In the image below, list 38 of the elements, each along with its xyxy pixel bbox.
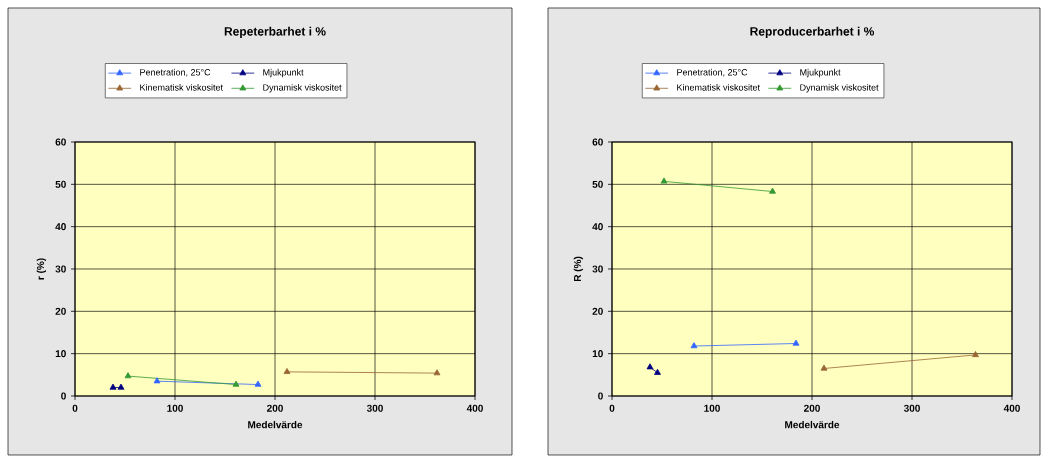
y-tick-label: 50: [592, 180, 603, 188]
legend-label: Mjukpunkt: [800, 68, 841, 78]
x-tick-label: 400: [466, 404, 483, 412]
y-axis-title: r (%): [36, 258, 47, 280]
legend-label: Penetration, 25°C: [140, 68, 211, 77]
legend-label: Penetration, 25°C: [677, 68, 748, 77]
y-tick-label: 20: [55, 307, 66, 315]
y-tick-label: 30: [592, 265, 603, 273]
y-tick-label: 10: [55, 350, 66, 358]
y-tick-label: 40: [55, 223, 66, 231]
x-tick-label: 100: [704, 404, 720, 412]
legend-label: Dynamisk viskositet: [800, 84, 879, 93]
y-tick-label: 60: [592, 138, 603, 146]
x-tick-label: 100: [167, 404, 183, 412]
x-axis-title: Medelvärde: [785, 420, 840, 429]
y-tick-label: 0: [61, 392, 66, 400]
y-tick-label: 0: [598, 392, 603, 400]
x-tick-label: 200: [804, 404, 820, 412]
y-tick-label: 20: [592, 307, 603, 315]
legend-label: Mjukpunkt: [263, 68, 304, 78]
y-axis-title: R (%): [573, 256, 584, 282]
x-tick-label: 200: [267, 404, 283, 412]
y-tick-label: 60: [55, 138, 66, 146]
x-tick-label: 0: [609, 404, 615, 412]
x-axis-title: Medelvärde: [248, 420, 303, 429]
chart-title: Repeterbarhet i %: [224, 26, 326, 38]
y-tick-label: 50: [55, 180, 66, 188]
chart-title: Reproducerbarhet i %: [750, 26, 875, 38]
y-tick-label: 30: [55, 265, 66, 273]
legend-label: Dynamisk viskositet: [263, 84, 342, 93]
x-tick-label: 400: [1003, 404, 1020, 412]
y-tick-label: 40: [592, 223, 603, 231]
x-tick-label: 300: [366, 404, 383, 412]
x-tick-label: 300: [903, 404, 920, 412]
legend-label: Kinematisk viskositet: [140, 84, 223, 91]
y-tick-label: 10: [592, 350, 603, 358]
x-tick-label: 0: [72, 404, 78, 412]
legend-label: Kinematisk viskositet: [677, 84, 760, 91]
